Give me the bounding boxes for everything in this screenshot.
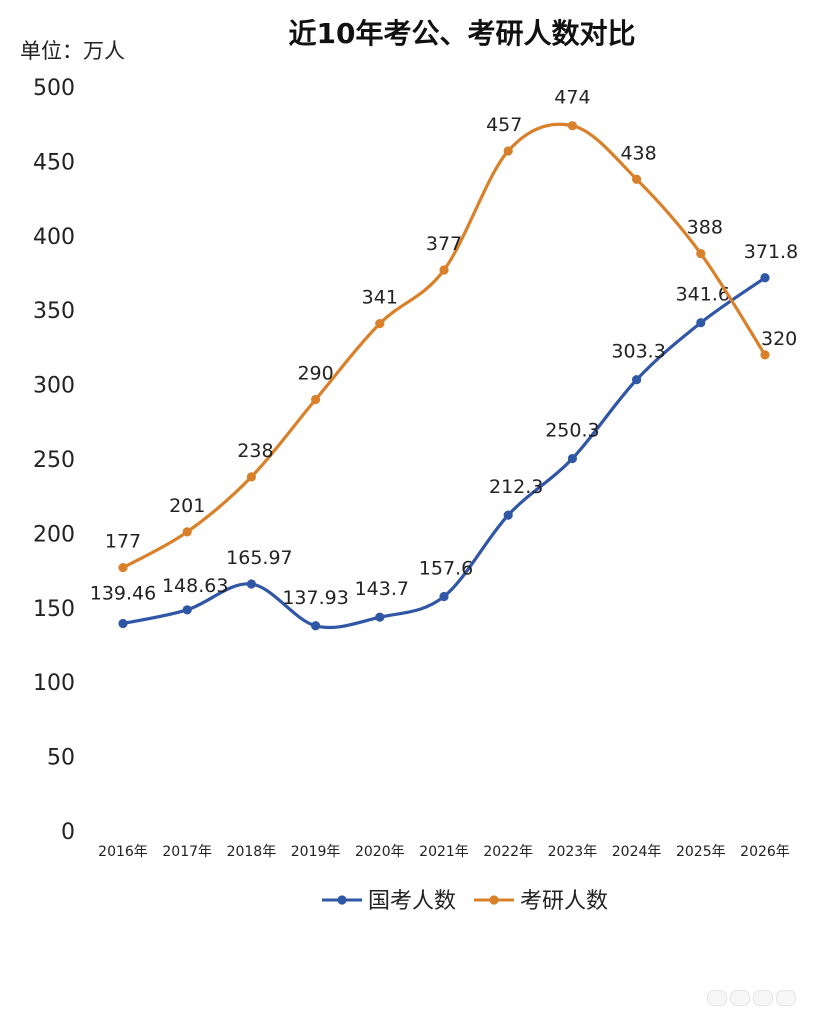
- legend: 国考人数 考研人数: [322, 889, 608, 914]
- y-tick-label: 50: [47, 746, 75, 771]
- watermark-pill: [776, 990, 796, 1006]
- chart-title: 近10年考公、考研人数对比: [289, 17, 636, 50]
- data-point: [311, 621, 321, 631]
- data-point: [439, 265, 449, 275]
- data-point: [246, 579, 256, 589]
- watermark-pill: [730, 990, 750, 1006]
- data-point: [696, 249, 706, 259]
- data-point: [118, 563, 128, 573]
- data-point: [567, 121, 578, 131]
- y-tick-label: 200: [33, 522, 75, 547]
- watermark: [707, 990, 796, 1006]
- x-axis-ticks: 2016年 2017年 2018年 2019年 2020年 2021年 2022年 2023年…: [98, 844, 790, 860]
- data-label: 474: [554, 87, 590, 109]
- y-tick-label: 300: [33, 374, 75, 399]
- x-tick-label: 2019年: [291, 844, 341, 860]
- data-label: 143.7: [355, 578, 409, 600]
- data-label: 377: [426, 233, 462, 255]
- data-label: 250.3: [545, 420, 599, 442]
- data-label: 371.8: [744, 241, 798, 263]
- y-tick-label: 450: [33, 150, 75, 175]
- series-line: [121, 276, 767, 630]
- x-tick-label: 2020年: [355, 844, 405, 860]
- x-tick-label: 2016年: [98, 844, 148, 860]
- data-label: 148.63: [162, 575, 228, 597]
- data-point: [567, 453, 578, 464]
- y-tick-label: 250: [33, 448, 75, 473]
- data-point: [760, 273, 770, 283]
- data-label: 320: [761, 328, 797, 350]
- y-tick-label: 0: [61, 820, 75, 845]
- watermark-pill: [753, 990, 773, 1006]
- data-label: 139.46: [90, 582, 156, 604]
- x-tick-label: 2021年: [419, 844, 469, 860]
- legend-label: 考研人数: [520, 889, 608, 914]
- y-tick-label: 350: [33, 299, 75, 324]
- data-point: [696, 318, 706, 328]
- data-point: [503, 510, 513, 520]
- data-point: [182, 605, 192, 615]
- x-tick-label: 2022年: [483, 844, 533, 860]
- series-layer: 139.46 148.63 165.97 137.93 143.7 157.6 212.3 2…: [90, 87, 798, 631]
- legend-item: 考研人数: [474, 889, 608, 914]
- data-point: [632, 375, 642, 385]
- series-kaoyan: 177 201 238 290 341 377 457 474 438 388 320: [105, 87, 797, 573]
- data-point: [760, 350, 770, 360]
- y-tick-label: 400: [33, 225, 75, 250]
- data-label: 137.93: [282, 587, 348, 609]
- data-label: 438: [620, 142, 656, 164]
- data-label: 341: [362, 287, 398, 309]
- x-tick-label: 2026年: [740, 844, 790, 860]
- x-tick-label: 2024年: [612, 844, 662, 860]
- data-point: [118, 618, 128, 629]
- x-tick-label: 2025年: [676, 844, 726, 860]
- unit-label: 单位：万人: [20, 39, 125, 63]
- data-point: [632, 174, 642, 184]
- x-tick-label: 2023年: [548, 844, 598, 860]
- series-guokao: 139.46 148.63 165.97 137.93 143.7 157.6 212.3 2…: [90, 241, 798, 631]
- data-label: 341.6: [676, 284, 730, 306]
- data-point: [375, 612, 385, 622]
- legend-marker: [489, 895, 499, 905]
- data-point: [375, 318, 385, 329]
- data-point: [439, 591, 449, 602]
- y-tick-label: 150: [33, 597, 75, 622]
- data-point: [182, 527, 192, 537]
- y-axis-ticks: 0 50 100 150 200 250 300 350 400 450 500: [33, 76, 75, 845]
- data-label: 290: [297, 362, 333, 384]
- data-label: 165.97: [226, 547, 292, 569]
- data-label: 177: [105, 531, 141, 553]
- data-point: [503, 146, 513, 156]
- y-tick-label: 500: [33, 76, 75, 101]
- data-point: [246, 472, 256, 482]
- x-tick-label: 2018年: [227, 844, 277, 860]
- data-label: 157.6: [419, 557, 473, 579]
- legend-label: 国考人数: [368, 889, 456, 914]
- data-label: 388: [687, 217, 723, 239]
- data-label: 238: [237, 440, 273, 462]
- series-line: [121, 122, 767, 570]
- watermark-pill: [707, 990, 727, 1006]
- x-tick-label: 2017年: [162, 844, 212, 860]
- data-point: [311, 394, 321, 405]
- legend-item: 国考人数: [322, 889, 456, 914]
- legend-marker: [337, 895, 347, 905]
- data-label: 212.3: [489, 476, 543, 498]
- data-label: 201: [169, 495, 205, 517]
- data-label: 303.3: [611, 341, 665, 363]
- y-tick-label: 100: [33, 671, 75, 696]
- data-label: 457: [486, 114, 522, 136]
